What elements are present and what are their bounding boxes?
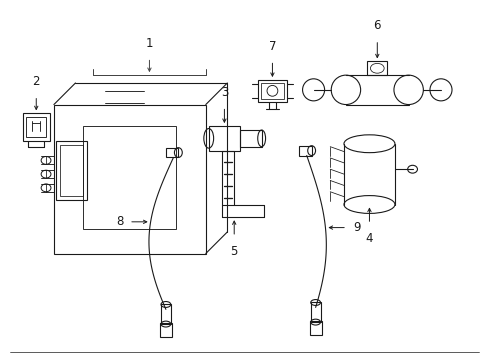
Text: 2: 2 xyxy=(32,75,40,88)
Bar xyxy=(83,126,176,229)
Bar xyxy=(257,80,286,102)
Bar xyxy=(298,146,311,156)
Bar xyxy=(260,83,284,99)
Bar xyxy=(60,145,83,196)
Text: 3: 3 xyxy=(220,86,227,99)
Bar xyxy=(367,62,386,75)
Bar xyxy=(240,130,261,147)
Bar xyxy=(309,321,321,335)
Bar xyxy=(208,126,240,150)
Bar xyxy=(56,141,87,199)
Text: 5: 5 xyxy=(230,245,237,258)
Text: 9: 9 xyxy=(352,221,360,234)
Bar xyxy=(54,104,205,253)
Bar xyxy=(310,302,320,322)
Text: 1: 1 xyxy=(145,37,153,50)
Bar xyxy=(26,117,46,137)
Text: 7: 7 xyxy=(268,40,276,53)
Text: 4: 4 xyxy=(365,232,372,245)
Bar xyxy=(160,323,171,337)
Text: 6: 6 xyxy=(373,19,380,32)
Bar xyxy=(161,305,170,324)
Bar xyxy=(165,148,178,157)
Bar xyxy=(22,113,50,141)
Text: 8: 8 xyxy=(116,215,123,228)
